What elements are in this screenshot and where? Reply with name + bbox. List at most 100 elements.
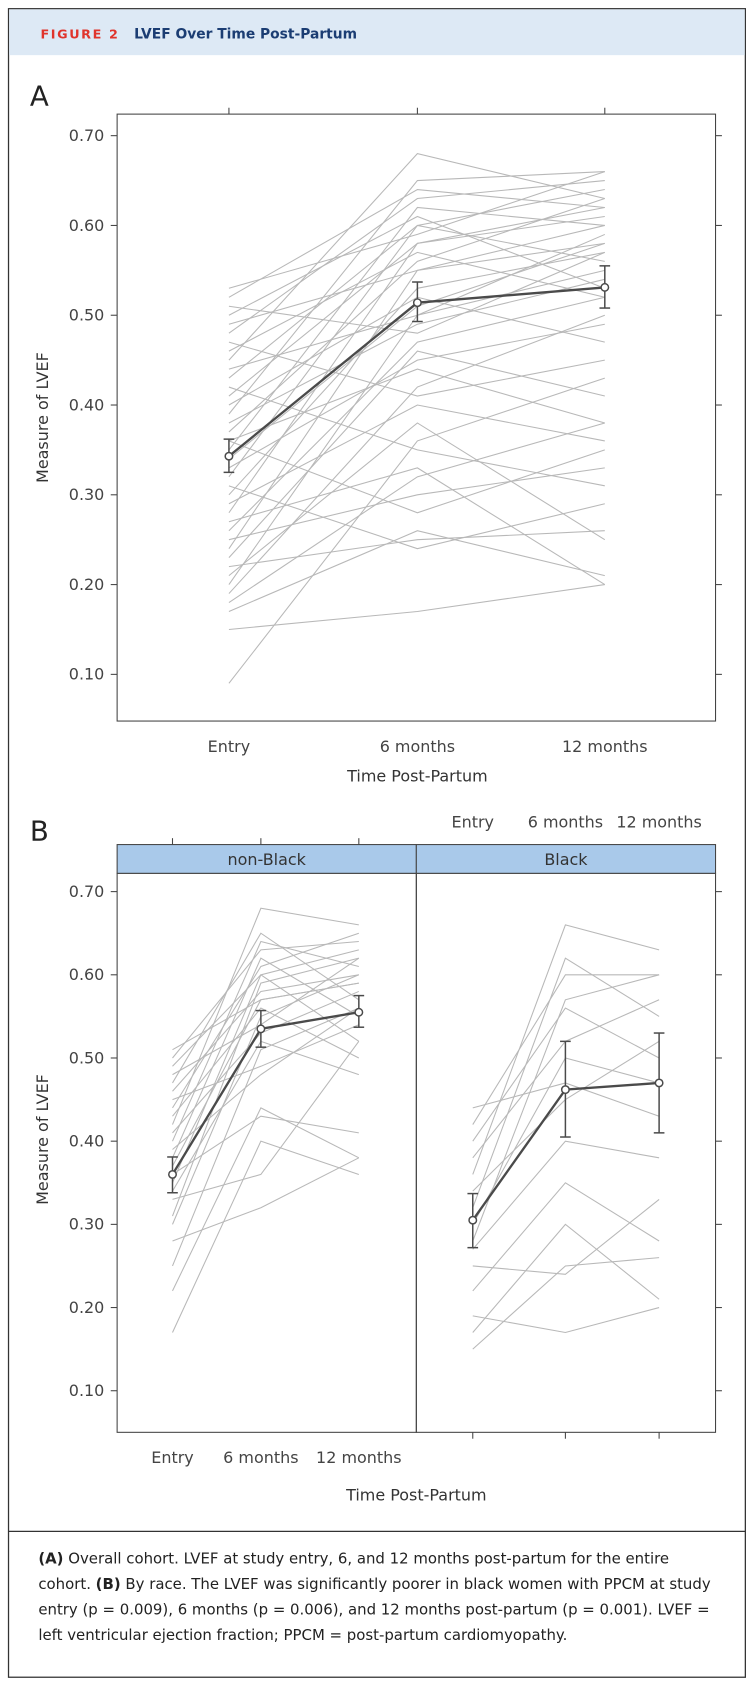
x-tick-label: Entry (151, 1448, 194, 1467)
y-tick-label: 0.50 (69, 306, 105, 325)
subject-line (472, 974, 660, 1125)
y-tick-label: 0.50 (69, 1048, 105, 1067)
subject-line (472, 1198, 660, 1275)
subject-line (228, 386, 605, 487)
subject-line (228, 224, 605, 379)
subject-line (228, 296, 605, 532)
subject-line (228, 368, 605, 442)
y-tick-label: 0.10 (69, 1381, 105, 1400)
subject-line (172, 940, 359, 1142)
subject-line (228, 350, 605, 559)
x-axis-title: Time Post-Partum (345, 1485, 487, 1504)
caption-text: Overall cohort. LVEF at study entry, 6, … (38, 1550, 670, 1594)
y-tick-label: 0.40 (69, 1131, 105, 1150)
subject-line (228, 180, 605, 334)
y-axis-title: Measure of LVEF (33, 352, 52, 483)
x-tick-label: Entry (208, 737, 251, 756)
subject-line (228, 215, 605, 397)
header-band (9, 9, 745, 56)
subject-line (228, 251, 605, 352)
subject-line (172, 1024, 360, 1101)
subject-line (172, 982, 359, 1051)
mean-point (168, 1169, 177, 1179)
caption-text: By race. The LVEF was significantly poor… (38, 1576, 711, 1645)
caption-label: (A) (38, 1550, 64, 1568)
subject-line (172, 1007, 360, 1267)
subject-line (228, 422, 606, 577)
subject-line (228, 251, 606, 334)
subject-line (472, 1182, 660, 1292)
subject-line (228, 584, 605, 631)
subject-line (172, 1157, 360, 1242)
subject-line (228, 242, 605, 325)
subject-line (171, 957, 359, 1217)
mean-point (560, 1085, 570, 1095)
subject-line (228, 404, 605, 505)
subject-line (472, 957, 660, 1208)
subject-line (472, 1007, 660, 1142)
mean-point (600, 282, 610, 292)
panel-label: A (30, 80, 49, 113)
x-tick-label: Entry (452, 813, 495, 832)
subject-line (472, 1223, 660, 1333)
subject-line (472, 1140, 660, 1250)
subject-line (172, 974, 360, 1067)
subject-line (172, 1007, 360, 1117)
subject-line (172, 957, 360, 1159)
y-tick-label: 0.70 (69, 882, 105, 901)
subject-line (228, 467, 606, 586)
subject-line (172, 907, 359, 1125)
subject-line (228, 188, 605, 298)
mean-point (224, 451, 234, 461)
x-tick-label: 12 months (616, 813, 702, 832)
y-tick-label: 0.70 (69, 126, 105, 145)
y-axis-title: Measure of LVEF (33, 1074, 52, 1205)
y-tick-label: 0.30 (69, 485, 105, 504)
subject-line (172, 1041, 360, 1200)
subject-line (472, 1307, 660, 1334)
mean-point (412, 298, 422, 308)
subject-line (228, 440, 605, 514)
subject-line (172, 1140, 360, 1333)
figure-label: FIGURE 2 (40, 28, 119, 43)
y-tick-label: 0.20 (69, 575, 105, 594)
subject-line (228, 198, 605, 433)
subject-line (228, 153, 605, 361)
subject-line (228, 171, 605, 415)
mean-point (354, 1007, 364, 1017)
plot-area (116, 113, 717, 722)
x-tick-label: 6 months (223, 1448, 298, 1467)
y-tick-label: 0.20 (69, 1298, 105, 1317)
strip-label: Black (544, 850, 588, 869)
subject-line (228, 341, 605, 397)
caption-box: (A) Overall cohort. LVEF at study entry,… (38, 1546, 719, 1648)
subject-line (228, 215, 605, 316)
mean-point (256, 1024, 266, 1034)
mean-point (468, 1215, 478, 1225)
y-tick-label: 0.40 (69, 395, 105, 414)
panel-label: B (30, 814, 49, 847)
x-tick-label: 12 months (316, 1448, 402, 1467)
subject-line (228, 530, 605, 613)
caption: (A) Overall cohort. LVEF at study entry,… (38, 1546, 719, 1648)
x-tick-label: 6 months (380, 737, 455, 756)
subject-line (172, 1115, 359, 1175)
subject-line (228, 278, 605, 424)
x-tick-label: 6 months (528, 813, 603, 832)
y-tick-label: 0.30 (69, 1215, 105, 1234)
subject-line (228, 422, 605, 603)
subject-line (228, 485, 605, 550)
figure-title: LVEF Over Time Post-Partum (134, 27, 357, 43)
subject-line (228, 530, 605, 568)
subject-line (228, 171, 605, 289)
y-tick-label: 0.60 (69, 965, 105, 984)
x-axis-title: Time Post-Partum (346, 767, 488, 786)
subject-line (172, 940, 359, 1059)
x-tick-label: 12 months (562, 737, 648, 756)
caption-label: (B) (95, 1576, 121, 1594)
y-tick-label: 0.60 (69, 216, 105, 235)
strip-label: non-Black (228, 850, 307, 869)
subject-line (472, 924, 660, 1175)
